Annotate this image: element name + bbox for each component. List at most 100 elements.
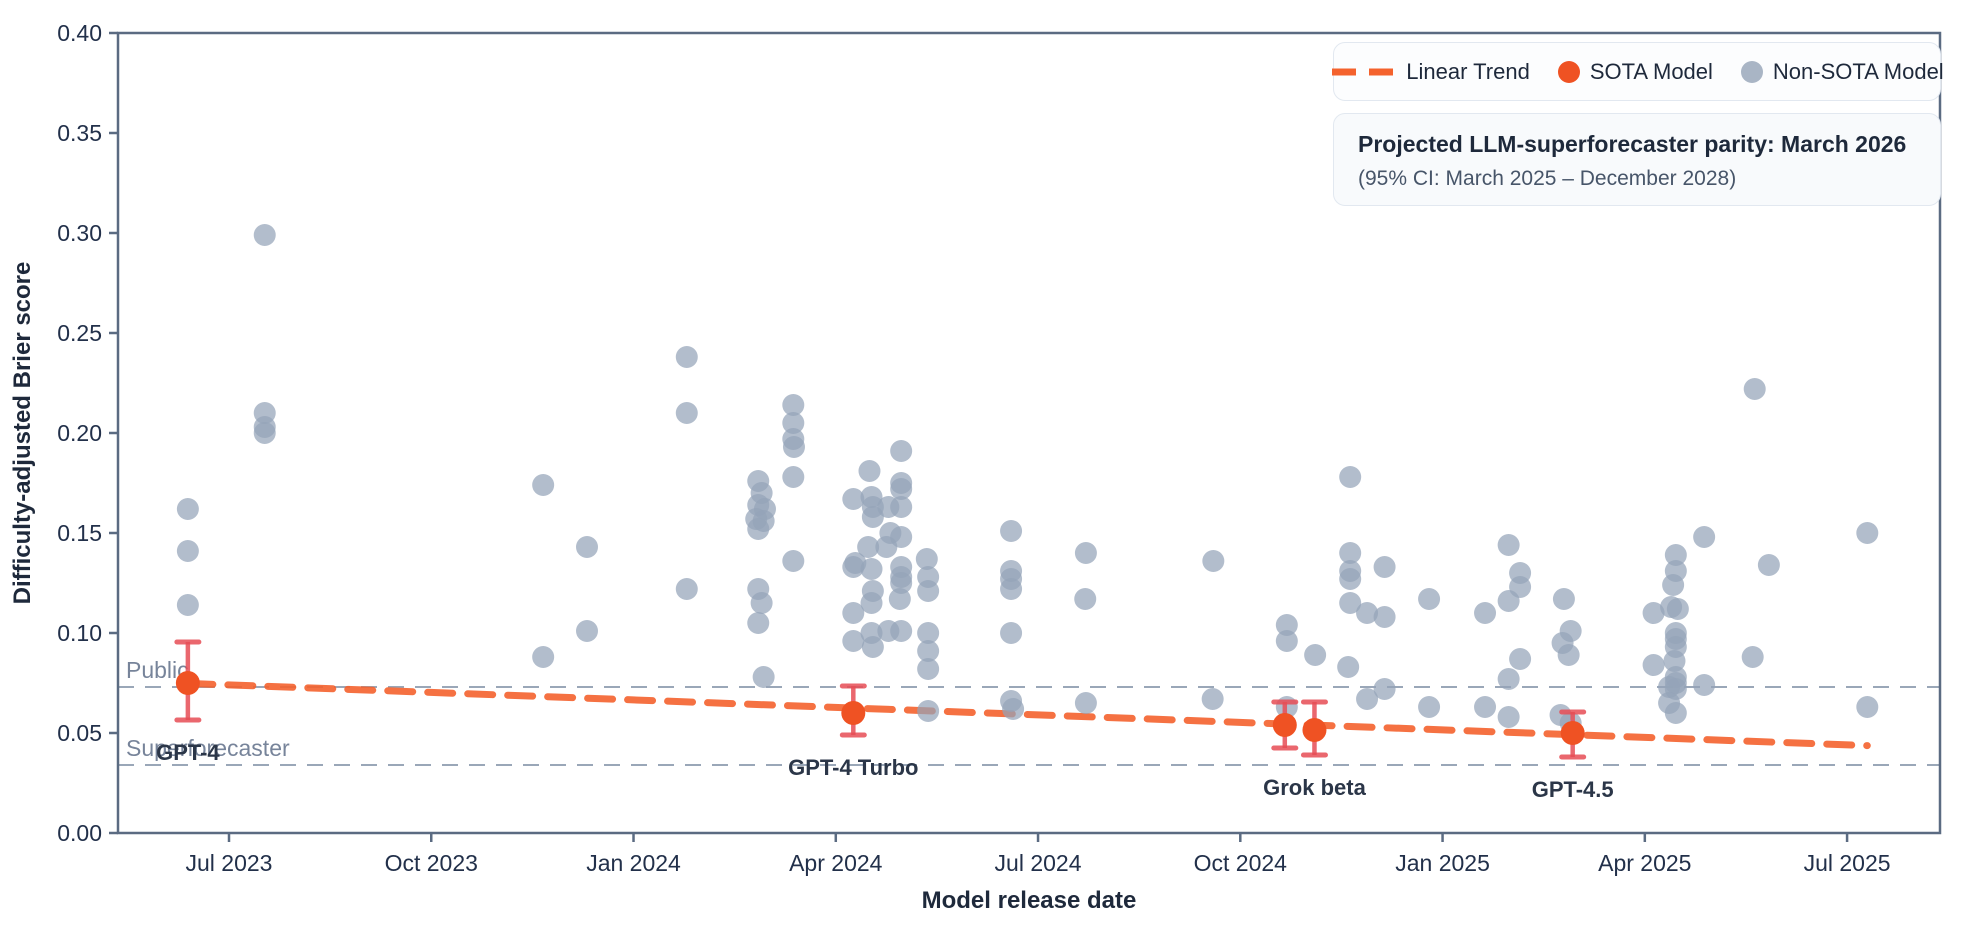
non-sota-point	[176, 594, 199, 616]
non-sota-dot-icon	[1740, 60, 1763, 83]
non-sota-point	[1642, 602, 1665, 624]
non-sota-point	[842, 630, 865, 652]
x-tick-label: Jul 2024	[995, 850, 1082, 876]
non-sota-point	[1757, 554, 1780, 576]
non-sota-point	[1201, 688, 1224, 710]
non-sota-point	[890, 572, 913, 594]
non-sota-point	[1509, 576, 1532, 598]
non-sota-point	[860, 558, 883, 580]
x-tick-label: Jan 2024	[586, 850, 681, 876]
non-sota-point	[1693, 526, 1716, 548]
non-sota-point	[1662, 574, 1685, 596]
non-sota-point	[1642, 654, 1665, 676]
non-sota-point	[1418, 588, 1441, 610]
non-sota-point	[1356, 602, 1379, 624]
non-sota-point	[1856, 522, 1879, 544]
legend-label-linear-trend: Linear Trend	[1406, 58, 1530, 84]
non-sota-point	[1474, 602, 1497, 624]
non-sota-point	[915, 548, 938, 570]
non-sota-point	[1856, 696, 1879, 718]
legend-label-non-sota: Non-SOTA Model	[1772, 58, 1944, 84]
non-sota-point	[532, 474, 555, 496]
non-sota-point	[782, 466, 805, 488]
non-sota-point	[675, 402, 698, 424]
sota-dot-icon	[1557, 60, 1580, 83]
legend-item-sota: SOTA Model	[1557, 59, 1713, 85]
non-sota-point	[1202, 550, 1225, 572]
non-sota-point	[842, 602, 865, 624]
x-tick-label: Apr 2025	[1598, 850, 1691, 876]
non-sota-point	[1002, 698, 1025, 720]
y-tick-label: 0.25	[57, 320, 102, 346]
non-sota-point	[1663, 650, 1686, 672]
non-sota-point	[1664, 702, 1687, 724]
non-sota-point	[857, 536, 880, 558]
x-tick-label: Oct 2024	[1194, 850, 1288, 876]
non-sota-point	[1741, 646, 1764, 668]
non-sota-point	[1557, 644, 1580, 666]
sota-point	[1302, 718, 1327, 742]
non-sota-point	[890, 440, 913, 462]
non-sota-point	[917, 640, 940, 662]
non-sota-point	[1474, 696, 1497, 718]
sota-label: GPT-4.5	[1532, 777, 1614, 802]
non-sota-point	[532, 646, 555, 668]
non-sota-point	[890, 496, 913, 518]
non-sota-point	[782, 412, 805, 434]
non-sota-point	[747, 612, 770, 634]
non-sota-point	[176, 540, 199, 562]
non-sota-point	[1339, 466, 1362, 488]
sota-label: Grok beta	[1263, 775, 1366, 800]
non-sota-point	[1743, 378, 1766, 400]
reference-line-label-superforecaster: Superforecaster	[126, 735, 290, 761]
non-sota-point	[1693, 674, 1716, 696]
non-sota-point	[747, 518, 770, 540]
sota-label: GPT-4 Turbo	[788, 755, 918, 780]
non-sota-point	[1373, 606, 1396, 628]
non-sota-point	[888, 588, 911, 610]
non-sota-point	[1000, 520, 1023, 542]
sota-point	[841, 701, 866, 725]
non-sota-point	[176, 498, 199, 520]
non-sota-point	[1275, 630, 1298, 652]
non-sota-point	[890, 526, 913, 548]
non-sota-point	[917, 658, 940, 680]
non-sota-point	[1275, 614, 1298, 636]
x-tick-label: Jan 2025	[1395, 850, 1490, 876]
non-sota-point	[1509, 648, 1532, 670]
non-sota-point	[1497, 706, 1520, 728]
linear-trend-dash-icon	[1332, 68, 1395, 75]
non-sota-point	[752, 666, 775, 688]
non-sota-point	[861, 636, 884, 658]
non-sota-point	[1304, 644, 1327, 666]
trend-line	[184, 679, 1871, 750]
non-sota-point	[1074, 692, 1097, 714]
parity-annotation-subtitle: (95% CI: March 2025 – December 2028)	[1358, 167, 1737, 190]
non-sota-point	[1074, 588, 1097, 610]
non-sota-point	[1552, 588, 1575, 610]
non-sota-point	[842, 556, 865, 578]
non-sota-point	[1339, 568, 1362, 590]
x-tick-label: Jul 2023	[186, 850, 273, 876]
parity-annotation: Projected LLM-superforecaster parity: Ma…	[1333, 113, 1941, 206]
non-sota-point	[1373, 678, 1396, 700]
sota-point	[175, 671, 200, 695]
y-tick-label: 0.40	[57, 20, 102, 46]
non-sota-point	[1000, 578, 1023, 600]
non-sota-point	[858, 460, 881, 482]
non-sota-point	[1339, 542, 1362, 564]
y-tick-label: 0.10	[57, 620, 102, 646]
non-sota-point	[1373, 556, 1396, 578]
non-sota-point	[1339, 592, 1362, 614]
non-sota-point	[842, 488, 865, 510]
non-sota-point	[1497, 668, 1520, 690]
non-sota-point	[890, 620, 913, 642]
non-sota-point	[782, 394, 805, 416]
legend-item-non-sota: Non-SOTA Model	[1740, 58, 1944, 85]
non-sota-point	[750, 592, 773, 614]
sota-label: GPT-4	[156, 740, 220, 765]
x-tick-label: Apr 2024	[789, 850, 883, 876]
non-sota-point	[1418, 696, 1441, 718]
